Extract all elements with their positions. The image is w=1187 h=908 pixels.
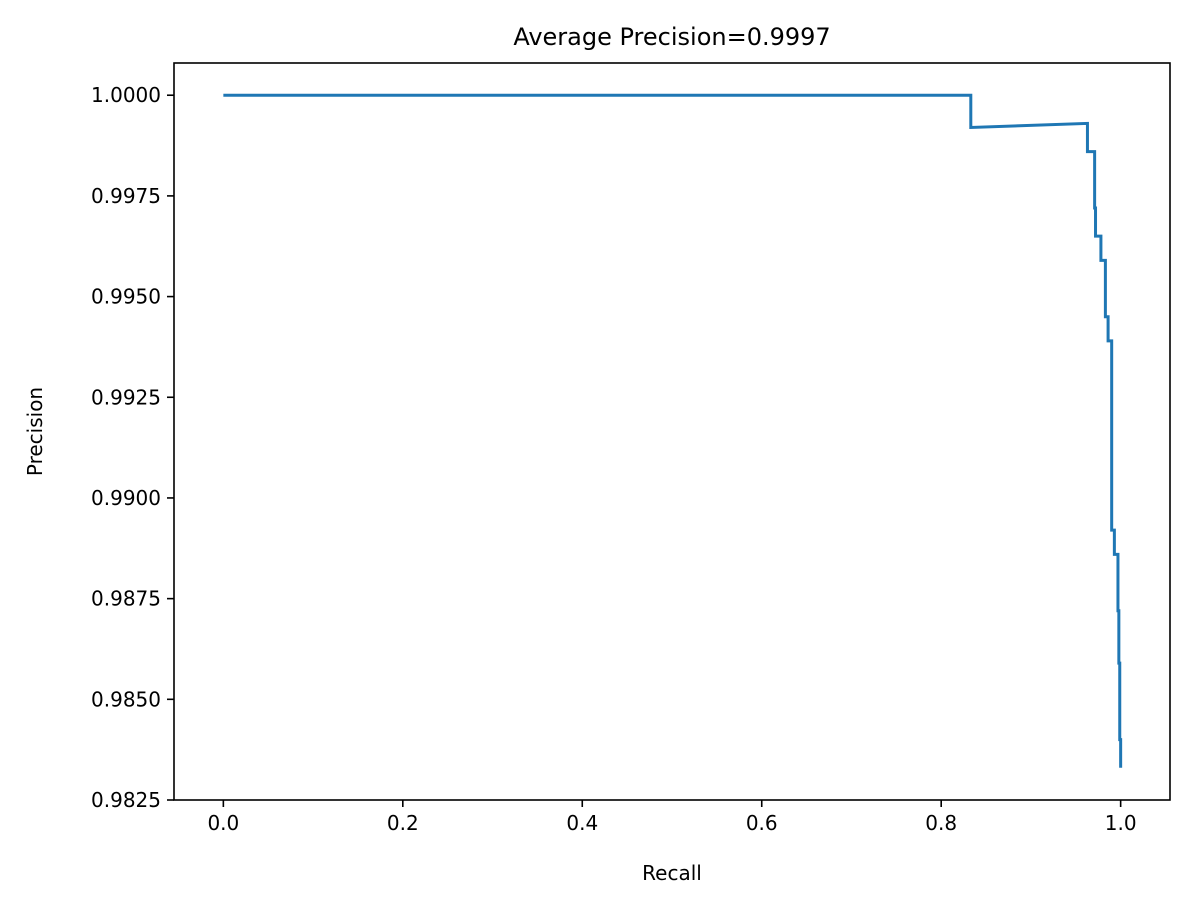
x-tick-label: 0.6 xyxy=(746,811,778,835)
y-axis: 0.9825 0.9850 0.9875 0.9900 0.9925 0.9950 0.99… xyxy=(91,83,174,812)
x-tick-label: 0.8 xyxy=(925,811,957,835)
x-tick-label: 0.2 xyxy=(387,811,419,835)
y-tick-label: 0.9950 xyxy=(91,285,161,309)
x-tick-label: 0.4 xyxy=(566,811,598,835)
x-tick-label: 0.0 xyxy=(207,811,239,835)
y-tick-label: 0.9925 xyxy=(91,385,161,409)
x-axis-title: Recall xyxy=(642,861,702,885)
plot-area xyxy=(223,93,1123,768)
x-tick-label: 1.0 xyxy=(1105,811,1137,835)
y-tick-label: 0.9975 xyxy=(91,184,161,208)
pr-curve-line xyxy=(223,93,1123,768)
y-tick-label: 0.9825 xyxy=(91,788,161,812)
y-axis-title: Precision xyxy=(23,387,47,476)
axes-frame xyxy=(173,62,1171,801)
y-tick-label: 0.9900 xyxy=(91,486,161,510)
chart-title: Average Precision=0.9997 xyxy=(513,23,830,51)
y-tick-label: 0.9875 xyxy=(91,587,161,611)
y-tick-label: 1.0000 xyxy=(91,83,161,107)
x-axis: 0.0 0.2 0.4 0.6 0.8 1.0 xyxy=(207,800,1137,835)
y-tick-label: 0.9850 xyxy=(91,687,161,711)
